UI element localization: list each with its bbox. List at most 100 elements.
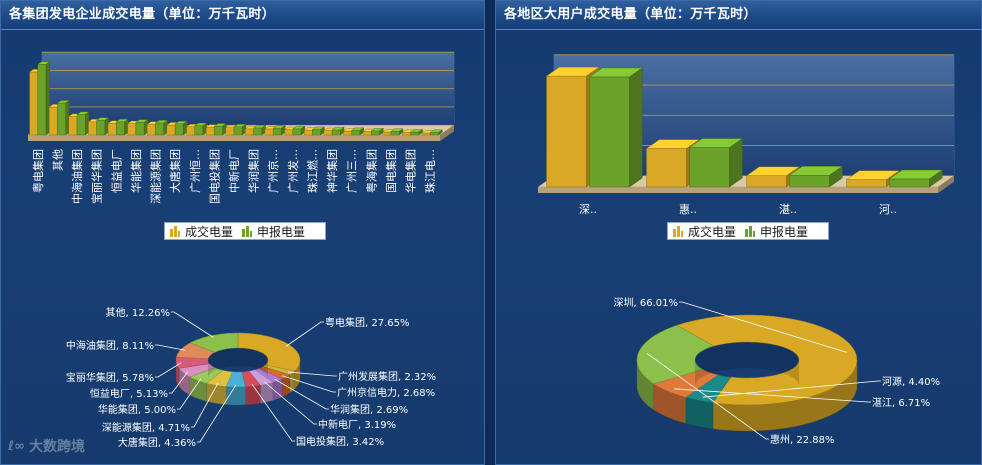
left-tick-label: 广州三…: [346, 149, 359, 193]
left-bar-s2: [135, 119, 149, 136]
bar-series-icon: [673, 226, 683, 237]
left-slice-label: 大唐集团, 4.36%: [118, 436, 196, 449]
right-leader-line: [702, 380, 881, 398]
right-bar-s2: [788, 165, 843, 188]
right-tick-label: 深..: [579, 203, 597, 216]
left-bar-s2: [56, 100, 71, 136]
left-panel-title: 各集团发电企业成交电量（单位：万千瓦时）: [1, 1, 484, 30]
left-tick-label: 粤海集团: [364, 149, 378, 193]
right-leader-line: [646, 353, 769, 440]
legend-item-series1[interactable]: 成交电量: [672, 223, 736, 240]
left-slice-label-group: 国电投集团, 3.42%: [251, 383, 384, 448]
legend-item-series2[interactable]: 申报电量: [744, 223, 808, 240]
left-tick-label: 宝丽华集团: [90, 149, 104, 204]
left-slice-label-group: 广州京信电力, 2.68%: [282, 375, 435, 399]
left-tick-label: 广州京…: [266, 149, 280, 193]
left-leader-line: [177, 378, 202, 410]
right-slice-label-group: 湛江, 6.71%: [674, 388, 930, 409]
left-bar-s2: [429, 129, 443, 136]
left-slice-label-group: 深能源集团, 4.71%: [102, 383, 219, 434]
left-leader-line: [155, 344, 186, 351]
left-bar-s2: [311, 126, 326, 136]
left-tick-label: 中新电厂: [227, 149, 241, 193]
right-bar-chart: 深.. 惠.. 湛.. 河..: [537, 54, 955, 216]
left-leader-line: [287, 371, 337, 377]
right-leader-line: [674, 388, 871, 403]
left-leader-line: [282, 375, 336, 393]
legend-label-series2: 申报电量: [257, 224, 306, 239]
watermark-text: 大数跨境: [28, 439, 85, 455]
right-bar-s2: [588, 67, 643, 188]
left-slice-label-group: 华润集团, 2.69%: [274, 378, 408, 416]
left-slice-side: [272, 378, 283, 401]
right-slice: [636, 325, 715, 385]
left-bar-s2: [76, 111, 90, 136]
left-slice: [189, 332, 239, 353]
left-leader-line: [274, 378, 329, 410]
left-slice-label-group: 中新电厂, 3.19%: [264, 381, 396, 431]
left-slice-label-group: 宝丽华集团, 5.78%: [66, 362, 182, 384]
left-bar-s2: [252, 124, 267, 136]
left-slice-label-group: 恒益电厂, 5.13%: [90, 371, 189, 400]
left-pie-hole-wall: [208, 348, 268, 378]
left-bar-chart: 粤电集团 其他 中海油集团 宝丽华集团 恒益电厂 华能集团 深能源集团 大唐集团 广州恒… 国电投…: [27, 51, 455, 204]
left-bar-s2: [154, 119, 169, 136]
legend-label-series2: 申报电量: [760, 224, 809, 239]
left-tick-label: 国电集团: [384, 149, 398, 193]
left-slice-side: [260, 382, 274, 404]
left-tick-label: 大唐集团: [168, 149, 182, 193]
left-bar-s2: [213, 123, 227, 136]
right-leader-line: [679, 301, 847, 353]
watermark: ℓ∞ 大数跨境: [8, 436, 85, 456]
bar-series-icon: [242, 226, 253, 237]
legend-label-series1: 成交电量: [185, 224, 234, 239]
left-slice-label-group: 大唐集团, 4.36%: [118, 384, 237, 449]
right-bar-s2: [688, 138, 743, 188]
left-bar-s2: [174, 120, 188, 136]
left-slice-label: 华能集团, 5.00%: [98, 403, 176, 416]
right-tick-label: 河..: [879, 203, 897, 216]
left-tick-label: 广州恒…: [189, 149, 202, 193]
left-bar-s2: [390, 128, 404, 136]
right-slice-label: 深圳, 66.01%: [614, 297, 679, 309]
left-tick-label: 华能集团: [129, 149, 143, 193]
right-bar-s2: [888, 169, 943, 188]
bar-series-icon: [745, 226, 756, 237]
right-slice-label-group: 惠州, 22.88%: [646, 353, 835, 446]
left-tick-label: 粤电集团: [31, 149, 45, 193]
left-leader-line: [251, 383, 295, 442]
right-bar-legend: 成交电量 申报电量: [667, 222, 829, 240]
left-leader-line: [197, 384, 237, 443]
right-bar-s1: [545, 66, 600, 188]
left-slice-label: 国电投集团, 3.42%: [296, 435, 384, 448]
left-slice-label: 广州发展集团, 2.32%: [338, 370, 436, 383]
right-slice-label: 河源, 4.40%: [882, 375, 940, 388]
left-pie-sides: [175, 360, 301, 406]
left-tick-label: 华润集团: [247, 149, 261, 193]
right-plot-floor-side: [938, 175, 954, 193]
right-slice-label: 湛江, 6.71%: [872, 397, 930, 409]
left-bar-legend: 成交电量 申报电量: [164, 222, 326, 240]
left-tick-label: 珠江燃…: [305, 149, 319, 193]
bar-series-icon: [170, 226, 180, 237]
watermark-logo-icon: ℓ∞: [8, 438, 25, 454]
left-slice-label-group: 华能集团, 5.00%: [98, 378, 202, 416]
legend-label-series1: 成交电量: [688, 224, 737, 239]
legend-item-series2[interactable]: 申报电量: [241, 223, 305, 240]
right-tick-label: 惠..: [679, 202, 697, 216]
left-leader-line: [155, 362, 182, 378]
left-slice-label: 广州京信电力, 2.68%: [337, 386, 435, 399]
left-leader-line: [191, 383, 219, 428]
left-slice-label: 华润集团, 2.69%: [330, 403, 408, 416]
right-slice-label: 惠州, 22.88%: [770, 433, 835, 446]
left-slice-label-group: 粤电集团, 27.65%: [285, 316, 410, 347]
left-bar-s2: [409, 129, 424, 136]
left-tick-label: 神华集团: [325, 149, 339, 193]
left-plot-floor-edge: [28, 135, 440, 141]
legend-item-series1[interactable]: 成交电量: [169, 223, 233, 240]
left-leader-line: [171, 311, 214, 338]
left-leader-line: [169, 371, 189, 394]
right-tick-label: 湛..: [779, 203, 797, 216]
right-slice-label-group: 河源, 4.40%: [702, 375, 940, 398]
left-bar-s2: [351, 127, 365, 136]
